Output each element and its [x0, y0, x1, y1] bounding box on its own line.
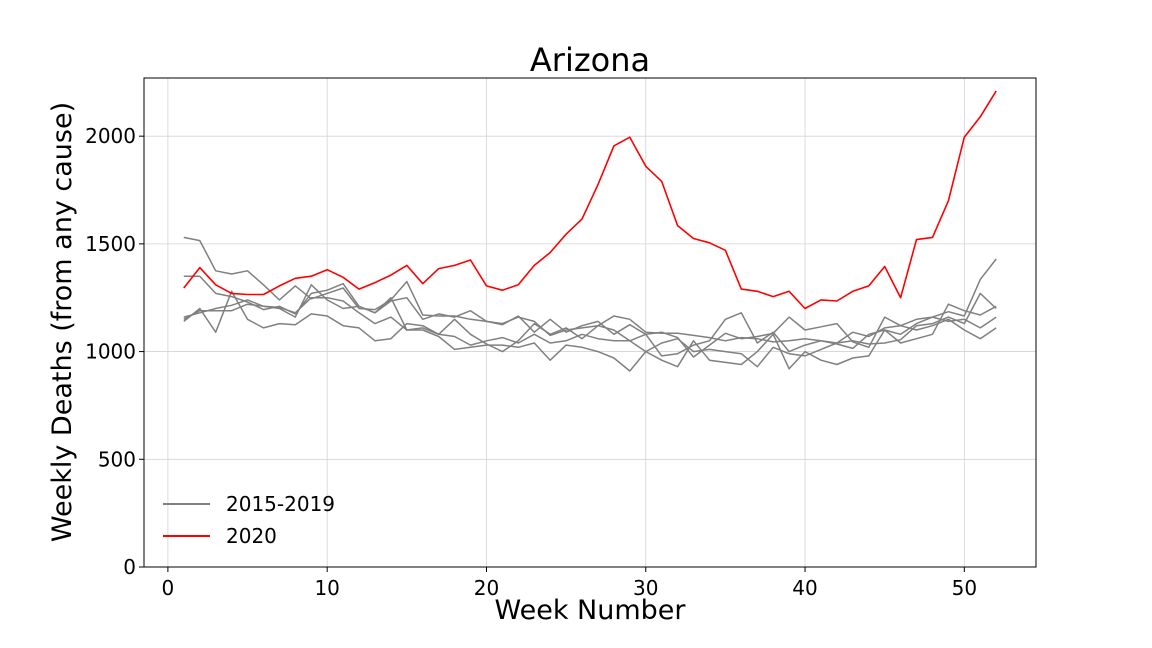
series-line-2015-2019-4 [183, 284, 997, 370]
series-line-2020 [183, 90, 997, 310]
y-tick-label: 2000 [85, 124, 136, 148]
y-tick-label: 1500 [85, 232, 136, 256]
legend: 2015-2019 2020 [163, 492, 335, 548]
chart-title: Arizona [530, 41, 650, 79]
series-line-2015-2019-5 [183, 296, 997, 372]
series-line-2015-2019-2 [183, 258, 997, 358]
legend-label-2015-2019: 2015-2019 [226, 492, 335, 516]
y-axis-label: Weekly Deaths (from any cause) [47, 102, 78, 542]
x-tick-label: 30 [633, 576, 658, 600]
y-tick-label: 500 [98, 447, 136, 471]
x-tick-label: 40 [792, 576, 817, 600]
y-tick-label: 1000 [85, 340, 136, 364]
y-tick-label: 0 [123, 555, 136, 579]
x-tick-label: 50 [952, 576, 977, 600]
x-axis-label: Week Number [494, 595, 686, 626]
x-tick-label: 10 [314, 576, 339, 600]
series-lines [183, 90, 997, 372]
x-tick-label: 0 [162, 576, 175, 600]
series-line-2015-2019-1 [183, 236, 997, 345]
series-line-2015-2019-3 [183, 290, 997, 357]
legend-label-2020: 2020 [226, 524, 277, 548]
plot-frame [143, 77, 1037, 568]
x-tick-label: 20 [474, 576, 499, 600]
